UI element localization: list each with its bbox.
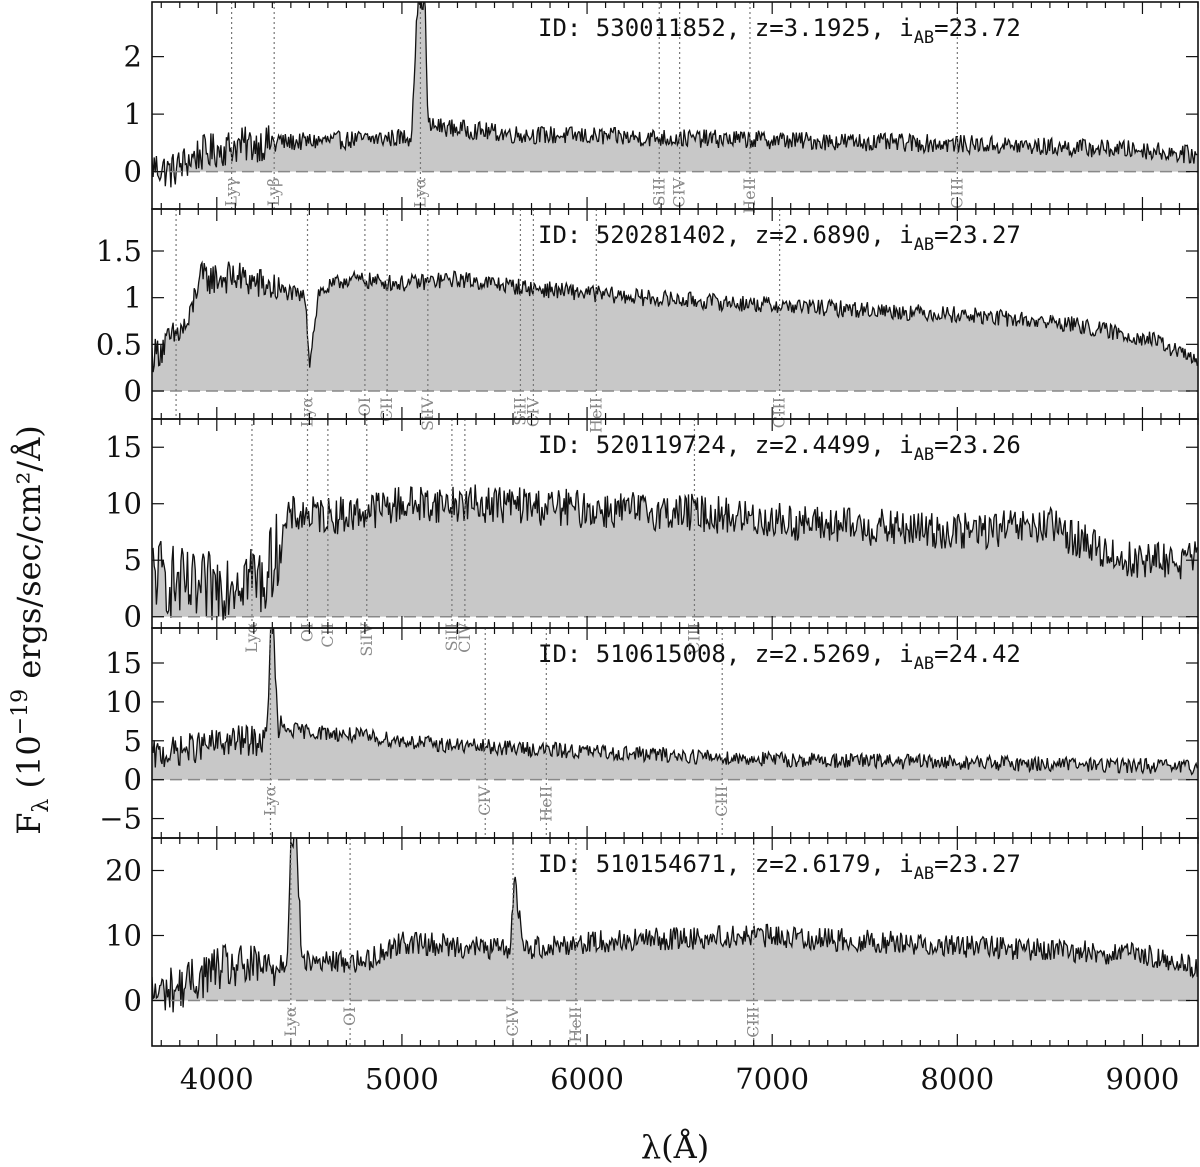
spectrum-line xyxy=(152,838,1198,1013)
y-tick-label: 5 xyxy=(124,543,142,577)
line-label: SiIV xyxy=(418,397,437,431)
panel-mag-sub: AB xyxy=(914,445,934,465)
line-label: HeII xyxy=(566,1007,585,1043)
line-label: CIV xyxy=(523,397,542,428)
panel-id-label: ID: 520119724, z=2.4499, iAB=23.26 xyxy=(538,431,1021,465)
line-label: CIV xyxy=(503,1006,522,1037)
panel-4: Lyα CIV HeII CIII −5 0 5 10 15 ID: 510615008, z=2… xyxy=(99,627,1199,839)
y-tick-label: 10 xyxy=(105,685,142,719)
panel-id-label: ID: 510615008, z=2.5269, iAB=24.42 xyxy=(538,640,1021,674)
x-axis-title: λ(Å) xyxy=(641,1128,709,1166)
y-tick-label: −5 xyxy=(99,802,142,836)
line-label: Lyγ xyxy=(222,178,241,207)
y-tick-label: 0 xyxy=(124,155,142,189)
spectrum-line xyxy=(152,2,1198,188)
panel-mag-sub: AB xyxy=(914,864,934,884)
y-tick-label: 2 xyxy=(124,40,142,74)
panel-mag-text: =23.26 xyxy=(934,431,1021,459)
line-label: SiIV xyxy=(357,622,376,656)
panel-mag-text: =23.72 xyxy=(934,14,1021,42)
y-tick-label: 10 xyxy=(105,919,142,953)
x-tick-label: 5000 xyxy=(365,1062,439,1096)
line-label: Lyα xyxy=(260,785,279,815)
panel-frame xyxy=(151,837,1199,1047)
panel-id-label: ID: 510154671, z=2.6179, iAB=23.27 xyxy=(538,850,1021,884)
x-tick-label: 6000 xyxy=(550,1062,624,1096)
y-axis-title-group: Fλ (10−19 ergs/sec/cm²/Å) xyxy=(8,425,54,835)
panel-mag-text: =23.27 xyxy=(934,850,1021,878)
spectrum-fill xyxy=(152,484,1198,621)
y-tick-label: 10 xyxy=(105,487,142,521)
panel-mag-text: =23.27 xyxy=(934,221,1021,249)
panel-mag-sub: AB xyxy=(914,654,934,674)
line-label: SiII xyxy=(649,178,668,207)
line-label: CIV xyxy=(475,785,494,816)
y-tick-label: 0 xyxy=(124,763,142,797)
y-tick-label: 1 xyxy=(124,97,142,131)
line-label: Lyα xyxy=(298,397,317,427)
spectrum-line xyxy=(152,260,1198,373)
x-tick-label: 4000 xyxy=(180,1062,254,1096)
spectrum-fill xyxy=(152,2,1198,188)
y-tick-label: 15 xyxy=(105,430,142,464)
y-tick-label: 1.5 xyxy=(96,234,142,268)
line-label: CIII xyxy=(947,178,966,209)
y-tick-label: 15 xyxy=(105,646,142,680)
y-axis-title-f: F xyxy=(10,813,48,835)
line-label: CII xyxy=(318,623,337,648)
panel-id-text: ID: 530011852, z=3.1925, i xyxy=(538,14,914,42)
spectrum-fill xyxy=(152,628,1198,780)
line-label: HeII xyxy=(536,786,555,822)
x-tick-label: 7000 xyxy=(735,1062,809,1096)
y-tick-label: 5 xyxy=(124,724,142,758)
line-label: Lyβ xyxy=(264,178,283,207)
y-axis-title-open: (10 xyxy=(10,735,48,798)
spectrum-fill xyxy=(152,261,1198,391)
y-axis-title-lambda: λ xyxy=(29,799,54,813)
y-axis-title-units: ergs/sec/cm²/Å) xyxy=(10,425,48,689)
panel-id-text: ID: 510154671, z=2.6179, i xyxy=(538,850,914,878)
panel-mag-sub: AB xyxy=(914,28,934,48)
line-label: Lyα xyxy=(242,623,261,653)
y-axis-title-exp: −19 xyxy=(8,689,33,735)
line-label: OI xyxy=(355,397,374,416)
y-tick-label: 0.5 xyxy=(96,327,142,361)
y-tick-label: 0 xyxy=(124,984,142,1018)
panel-mag-text: =24.42 xyxy=(934,640,1021,668)
panel-id-text: ID: 520119724, z=2.4499, i xyxy=(538,431,914,459)
y-tick-label: 20 xyxy=(105,854,142,888)
panel-id-label: ID: 520281402, z=2.6890, iAB=23.27 xyxy=(538,221,1021,255)
line-label: Lyα xyxy=(410,177,429,207)
line-label: HeII xyxy=(586,397,605,433)
y-tick-label: 0 xyxy=(124,600,142,634)
line-label: CIII xyxy=(770,397,789,428)
y-tick-label: 1 xyxy=(124,281,142,315)
line-label: SiII xyxy=(442,623,461,652)
line-label: Lyα xyxy=(281,1006,300,1036)
line-label: CIII xyxy=(712,786,731,817)
line-label: OI xyxy=(340,1007,359,1026)
panel-id-label: ID: 530011852, z=3.1925, iAB=23.72 xyxy=(538,14,1021,48)
line-label: OI xyxy=(298,623,317,642)
x-tick-label: 9000 xyxy=(1106,1062,1180,1096)
y-tick-label: 0 xyxy=(124,374,142,408)
spectrum-line xyxy=(152,484,1198,621)
panel-mag-sub: AB xyxy=(914,235,934,255)
line-label: CIV xyxy=(455,622,474,653)
panel-id-text: ID: 520281402, z=2.6890, i xyxy=(538,221,914,249)
line-label: CIII xyxy=(744,1007,763,1038)
line-label: CII xyxy=(377,397,396,422)
spectrum-line xyxy=(152,628,1198,776)
spectrum-fill xyxy=(152,838,1198,1013)
panel-5: Lyα OI CIV HeII CIII 0 10 20 ID: 510154671, z=2.… xyxy=(105,837,1199,1047)
line-label: CIV xyxy=(670,177,689,208)
y-axis-title: Fλ (10−19 ergs/sec/cm²/Å) xyxy=(8,425,54,835)
x-tick-label: 8000 xyxy=(920,1062,994,1096)
panel-id-text: ID: 510615008, z=2.5269, i xyxy=(538,640,914,668)
